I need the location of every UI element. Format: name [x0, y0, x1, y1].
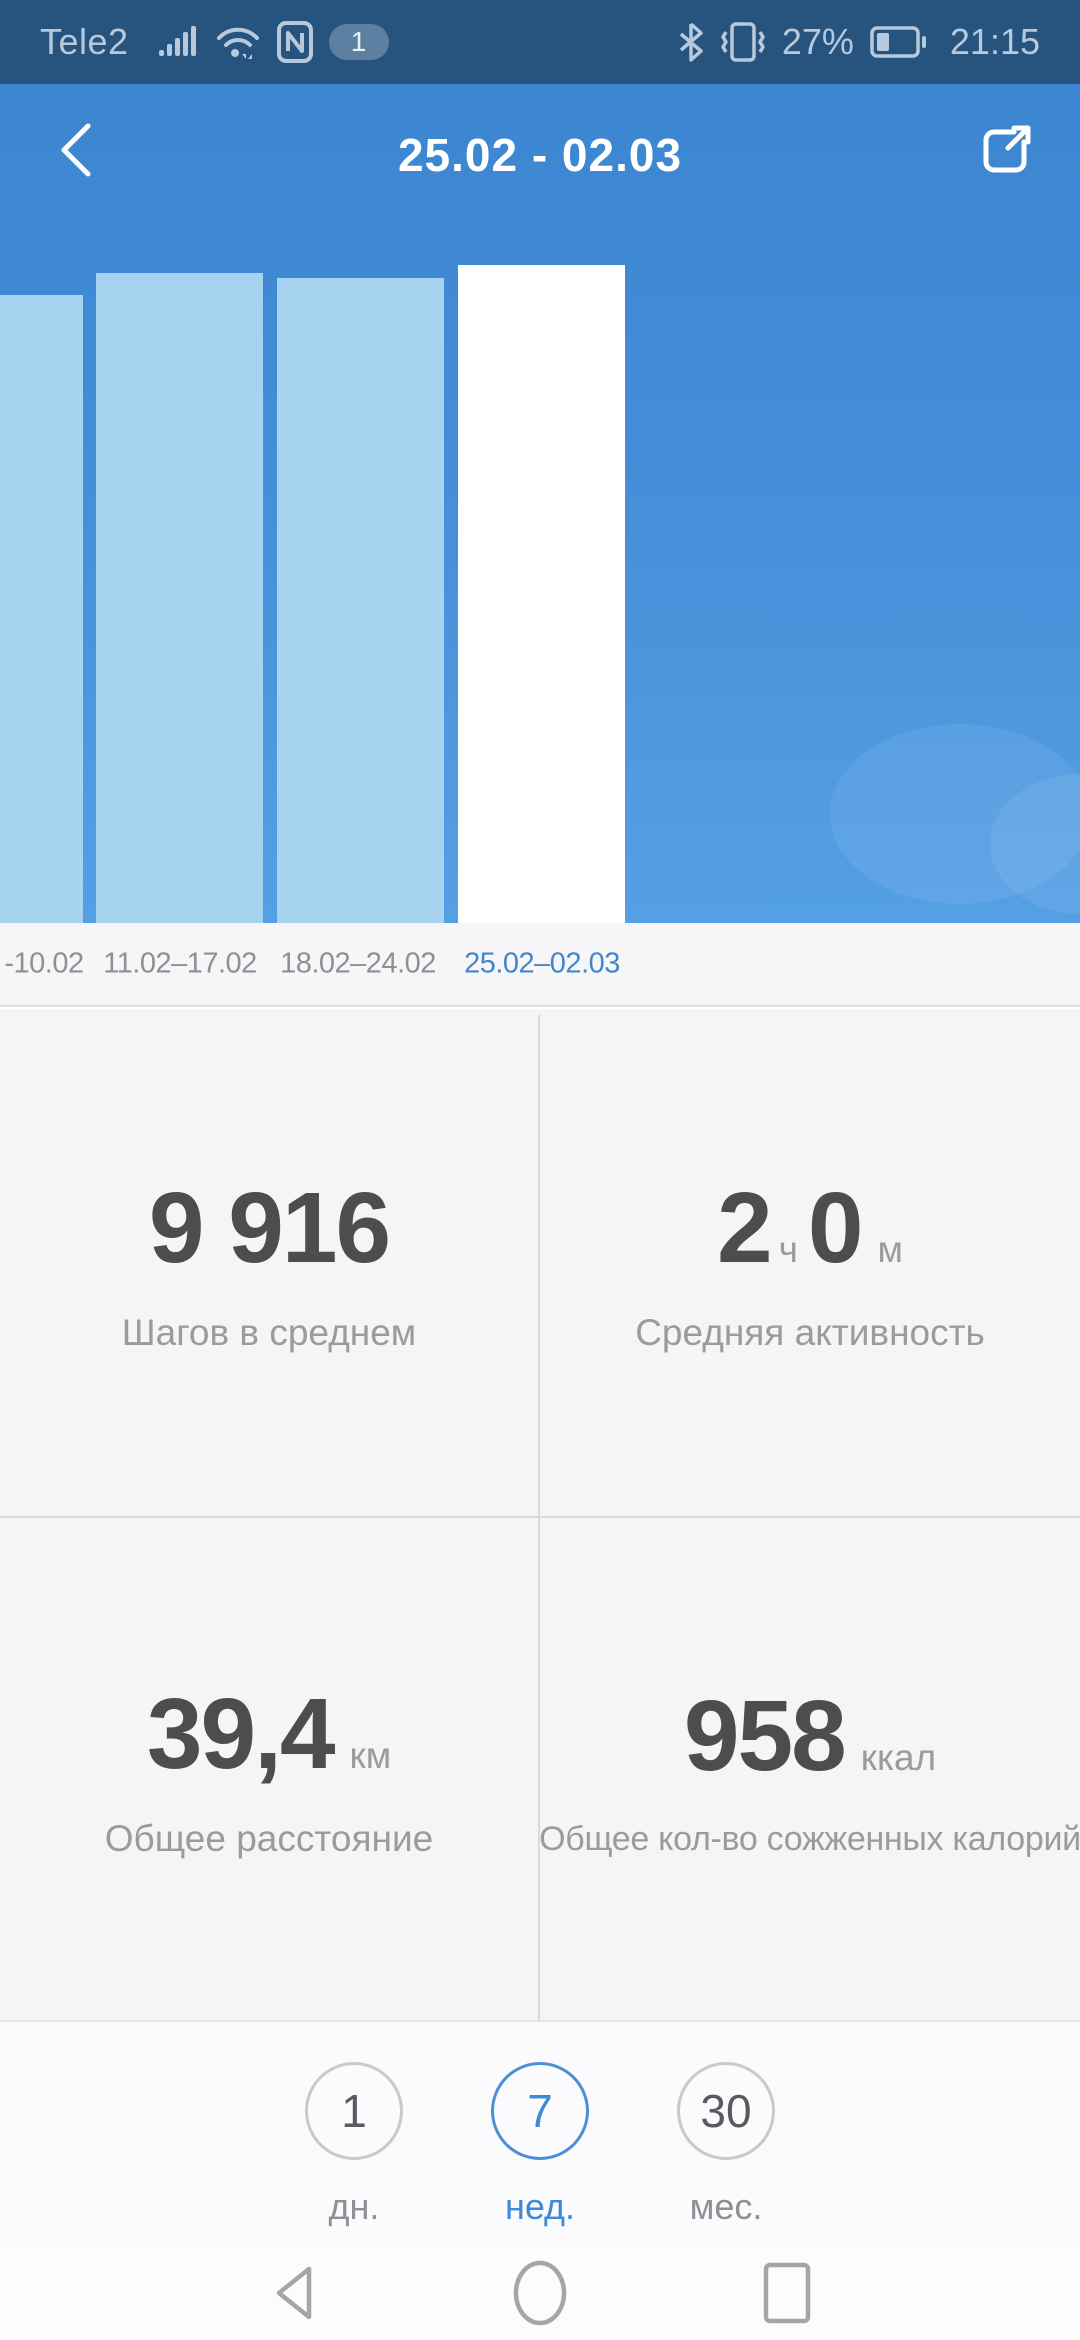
app-header: 25.02 - 02.03 [0, 84, 1080, 215]
steps-label: Шагов в среднем [121, 1311, 417, 1353]
calories-stat-cell: 958 ккал Общее кол-во сожженных калорий [539, 1518, 1080, 2026]
period-selector: 1 дн. 7 нед. 30 мес. [0, 2020, 1080, 2246]
distance-label: Общее расстояние [104, 1818, 434, 1859]
week-bar[interactable] [96, 273, 263, 923]
period-month-circle[interactable]: 30 [677, 2062, 775, 2160]
week-label[interactable]: 18.02–24.02 [280, 947, 436, 980]
period-month-label: мес. [689, 2186, 763, 2227]
week-bar[interactable] [0, 295, 83, 923]
clock-label: 21:15 [949, 21, 1040, 62]
signal-strength-icon [158, 26, 196, 56]
week-bar[interactable] [277, 278, 444, 923]
cloud-decoration [830, 724, 1080, 904]
distance-value: 39,4 км [146, 1678, 392, 1790]
status-bar: Tele2 [0, 0, 1080, 84]
battery-percent-label: 27% [781, 21, 854, 62]
system-navigation-bar [0, 2246, 1080, 2340]
battery-icon [870, 26, 926, 58]
distance-stat-cell: 39,4 км Общее расстояние [0, 1518, 540, 2026]
nav-recents-button[interactable] [756, 2260, 818, 2326]
nav-back-button[interactable] [262, 2260, 324, 2326]
vibrate-icon [721, 22, 765, 62]
page-title: 25.02 - 02.03 [397, 129, 683, 181]
steps-stat-cell: 9 916 Шагов в среднем [0, 1015, 540, 1518]
period-option-week[interactable]: 7 нед. [491, 2062, 589, 2246]
period-option-day[interactable]: 1 дн. [305, 2062, 403, 2246]
share-icon[interactable] [980, 124, 1032, 176]
back-button[interactable] [52, 120, 108, 180]
calories-value: 958 ккал [683, 1679, 937, 1792]
calories-label: Общее кол-во сожженных калорий [539, 1819, 1080, 1858]
carrier-label: Tele2 [40, 21, 129, 62]
nfc-icon [276, 21, 313, 63]
bluetooth-icon [679, 22, 703, 62]
notification-count-badge: 1 [328, 24, 389, 60]
wifi-icon [216, 27, 259, 59]
period-week-circle[interactable]: 7 [491, 2062, 589, 2160]
period-option-month[interactable]: 30 мес. [677, 2062, 775, 2246]
chart-area: 25.02 - 02.03 [0, 84, 1080, 923]
period-day-label: дн. [328, 2186, 380, 2227]
nav-home-button[interactable] [509, 2260, 571, 2326]
week-bar-selected[interactable] [458, 265, 625, 923]
week-label-selected[interactable]: 25.02–02.03 [464, 947, 620, 980]
period-week-label: нед. [504, 2186, 576, 2227]
period-day-circle[interactable]: 1 [305, 2062, 403, 2160]
activity-label: Средняя активность [635, 1311, 985, 1353]
week-label-strip: -10.02 11.02–17.02 18.02–24.02 25.02–02.… [0, 923, 1080, 1007]
week-label[interactable]: 11.02–17.02 [103, 947, 257, 980]
steps-value: 9 916 [148, 1171, 391, 1284]
week-label[interactable]: -10.02 [4, 947, 84, 980]
